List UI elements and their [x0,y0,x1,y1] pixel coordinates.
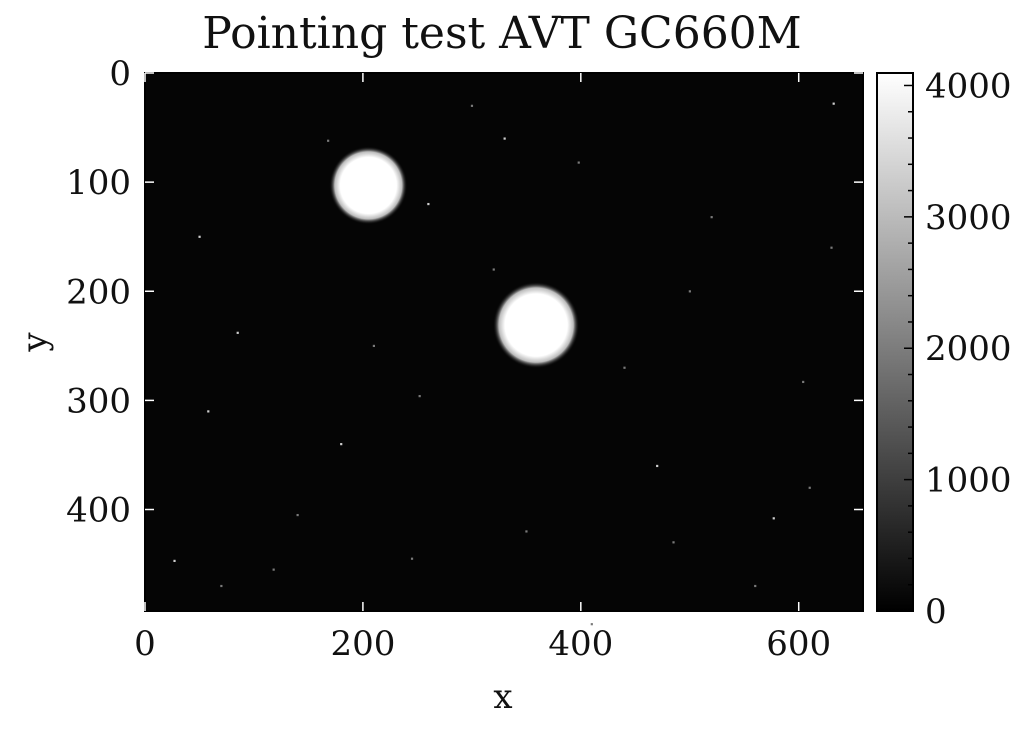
hot-pixel [772,517,775,520]
hot-pixel [372,344,376,348]
hot-pixel [427,202,430,206]
y-tick-label: 100 [66,163,131,203]
y-tick-label: 0 [109,54,131,94]
hot-pixel [672,541,675,544]
bright-spots [329,146,580,369]
bright-spot [492,281,580,369]
hot-pixel [832,102,835,105]
axes-frame [144,72,864,612]
hot-pixel [236,331,239,334]
hot-pixel [808,486,811,489]
bright-spot [329,146,408,225]
plot-area: 0 200 400 600 0 100 200 300 400 [66,54,864,664]
hot-pixel [198,235,201,238]
hot-pixel [220,584,223,588]
chart-title: Pointing test AVT GC660M [202,8,801,59]
colorbar-tick-label: 1000 [925,461,1012,501]
hot-pixel [577,161,580,164]
hot-pixel [340,443,343,446]
colorbar-gradient [876,72,914,612]
colorbar: 0 1000 2000 3000 4000 [876,66,1012,632]
hot-pixel [623,366,626,369]
hot-pixel [590,623,593,626]
y-tick-label: 400 [66,491,131,531]
hot-pixel [418,395,421,398]
hot-pixel [656,464,659,468]
hot-pixels [173,102,835,626]
hot-pixel [503,137,506,140]
hot-pixel [173,559,176,563]
hot-pixel [525,530,528,533]
hot-pixel [327,139,330,142]
y-axis-ticks: 0 100 200 300 400 [66,54,863,531]
y-axis-label: y [15,332,55,353]
hot-pixel [754,584,757,588]
y-tick-label: 300 [66,381,131,421]
hot-pixel [470,104,474,107]
hot-pixel [802,380,805,384]
x-axis-ticks: 0 200 400 600 [134,73,831,664]
y-tick-label: 200 [66,272,131,312]
hot-pixel [710,216,713,219]
hot-pixel [688,290,691,293]
x-tick-label: 400 [548,624,613,664]
x-axis-label: x [493,677,512,717]
x-tick-label: 0 [134,624,156,664]
colorbar-tick-label: 3000 [925,198,1012,238]
colorbar-tick-label: 2000 [925,329,1012,369]
x-tick-label: 600 [766,624,831,664]
colorbar-tick-label: 4000 [925,66,1012,106]
hot-pixel [492,268,495,271]
colorbar-ticks: 0 1000 2000 3000 4000 [904,66,1012,632]
hot-pixel [207,410,210,413]
hot-pixel [296,513,299,517]
x-tick-label: 200 [330,624,395,664]
hot-pixel [830,246,833,249]
hot-pixel [410,557,414,560]
colorbar-tick-label: 0 [925,592,947,632]
hot-pixel [272,568,275,571]
